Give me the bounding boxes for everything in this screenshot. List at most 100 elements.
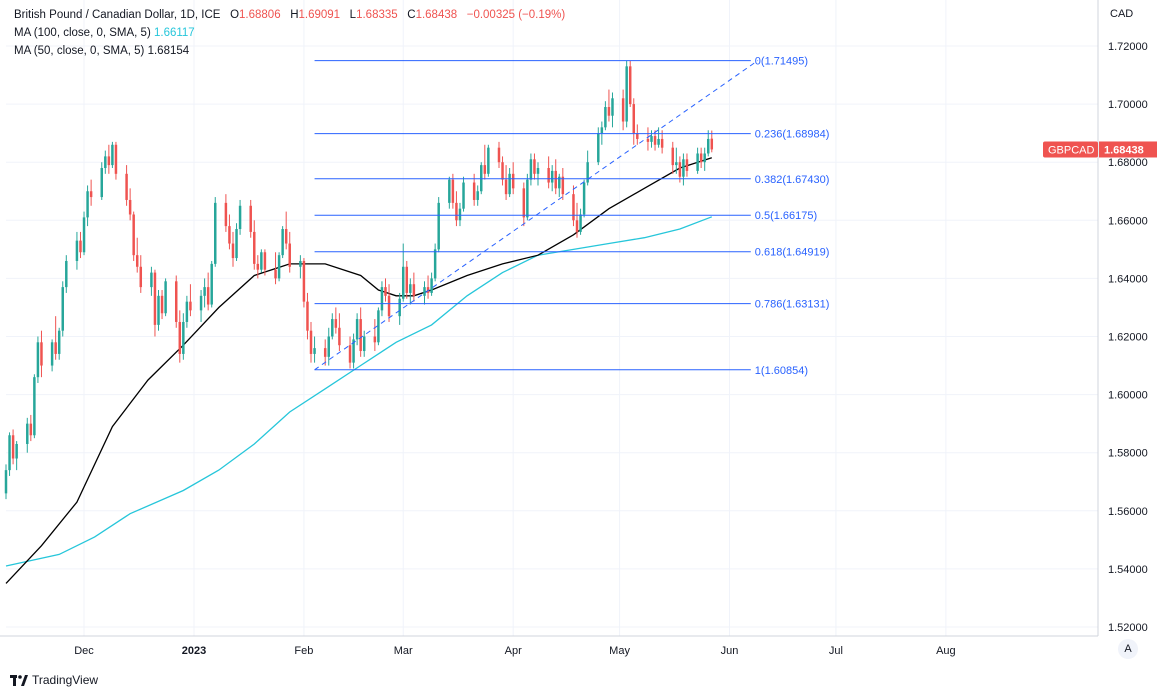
candle-down [132, 211, 135, 261]
candle-up [448, 176, 451, 209]
candle-body [483, 165, 487, 174]
price-tick-label: 1.58000 [1108, 448, 1148, 460]
candle-up [526, 173, 529, 221]
candle-down [455, 191, 458, 227]
candle-body [653, 136, 657, 145]
candle-up [327, 327, 330, 366]
candle-body [504, 179, 508, 195]
candle-body [380, 287, 384, 311]
auto-scale-button[interactable]: A [1118, 639, 1138, 659]
fib-level-label[interactable]: 0.382(1.67430) [755, 174, 830, 186]
ma50-label: MA (50, close, 0, SMA, 5) [14, 45, 145, 57]
candle-up [458, 202, 462, 227]
candle-down [323, 339, 327, 366]
candle-up [182, 313, 185, 360]
candle-body [224, 202, 228, 227]
candle-up [164, 278, 167, 317]
brand-name: TradingView [32, 673, 99, 687]
ma100-line[interactable] [5, 216, 713, 567]
candle-body [206, 287, 210, 305]
candle-body [550, 170, 554, 183]
candle-body [522, 188, 526, 218]
candle-up [398, 292, 401, 325]
price-tick-label: 1.54000 [1108, 564, 1148, 576]
trendline-layer[interactable] [314, 60, 759, 371]
price-axis[interactable]: CAD 1.52000 1.54000 1.56000 1.58000 1.60000 1.… [1043, 8, 1157, 634]
last-price-value[interactable]: 1.68438 [1104, 144, 1144, 156]
candle-up [423, 281, 426, 305]
candle-body [497, 147, 501, 163]
trendline-dashed[interactable] [314, 60, 759, 371]
candle-body [8, 435, 11, 471]
candle-up [86, 185, 89, 227]
candle-up [235, 223, 238, 261]
candle-body [157, 295, 160, 325]
candle-body [554, 170, 557, 189]
candle-body [263, 252, 267, 270]
candle-up [703, 147, 706, 171]
candle-body [107, 156, 111, 166]
symbol-tag-background[interactable] [1043, 141, 1098, 158]
last-price-tag[interactable] [1099, 141, 1157, 158]
fib-level-label[interactable]: 0.236(1.68984) [755, 129, 830, 141]
candle-body [125, 173, 128, 200]
candle-down [405, 260, 409, 299]
candle-up [210, 260, 213, 308]
candle-down [511, 162, 515, 195]
candle-down [501, 156, 504, 186]
candle-down [89, 179, 93, 206]
candle-body [29, 423, 33, 436]
candle-body [628, 66, 632, 105]
candle-body [214, 202, 217, 264]
symbol-title[interactable]: British Pound / Canadian Dollar, 1D, ICE [14, 9, 221, 21]
candle-body [455, 202, 458, 221]
candle-body [678, 162, 682, 177]
candle-body [174, 281, 178, 322]
ma50-line[interactable] [5, 157, 712, 584]
fib-level-label[interactable]: 1(1.60854) [755, 365, 808, 377]
time-tick-label: Mar [394, 645, 413, 657]
candle-body [401, 266, 405, 299]
candle-body [710, 138, 714, 150]
candle-up [33, 374, 36, 439]
candle-up [675, 147, 678, 174]
price-tick-label: 1.62000 [1108, 332, 1148, 344]
ma50-legend-row[interactable]: MA (50, close, 0, SMA, 5) 1.68154 [14, 42, 565, 60]
ma100-legend-row[interactable]: MA (100, close, 0, SMA, 5) 1.66117 [14, 24, 565, 42]
candle-down [451, 173, 455, 209]
candle-body [79, 240, 82, 253]
fibonacci-retracement[interactable]: 0(1.71495) 0.236(1.68984) 0.382(1.67430) 0.… [314, 56, 830, 377]
candle-down [636, 124, 639, 145]
candle-body [511, 173, 515, 189]
time-axis[interactable]: Dec 2023 Feb Mar Apr May Jun Jul Aug [74, 645, 955, 657]
candle-body [50, 342, 54, 366]
fib-level-label[interactable]: 0.5(1.66175) [755, 210, 817, 222]
candle-body [185, 301, 189, 322]
candle-up [8, 432, 11, 476]
candle-up [203, 278, 206, 308]
candle-down [306, 292, 309, 340]
candle-down [228, 214, 231, 250]
candle-body [40, 342, 43, 366]
fib-level-label[interactable]: 0.618(1.64919) [755, 247, 830, 259]
symbol-tag-label[interactable]: GBPCAD [1048, 144, 1095, 156]
candle-down [504, 165, 508, 200]
candle-body [355, 319, 359, 340]
tradingview-branding[interactable]: TradingView [10, 673, 98, 687]
fib-level-label[interactable]: 0(1.71495) [755, 56, 808, 68]
candle-body [359, 319, 362, 352]
candle-up [682, 153, 685, 186]
candle-body [313, 348, 316, 354]
candle-body [135, 255, 139, 267]
open-label: O [230, 9, 240, 21]
candle-down [284, 211, 288, 250]
candle-up [380, 281, 384, 317]
price-tick-label: 1.56000 [1108, 506, 1148, 518]
candle-body [26, 423, 29, 444]
candle-up [657, 127, 660, 148]
candle-up [65, 255, 68, 293]
candle-down [607, 89, 611, 122]
fib-level-label[interactable]: 0.786(1.63131) [755, 299, 830, 311]
candle-body [433, 249, 437, 279]
